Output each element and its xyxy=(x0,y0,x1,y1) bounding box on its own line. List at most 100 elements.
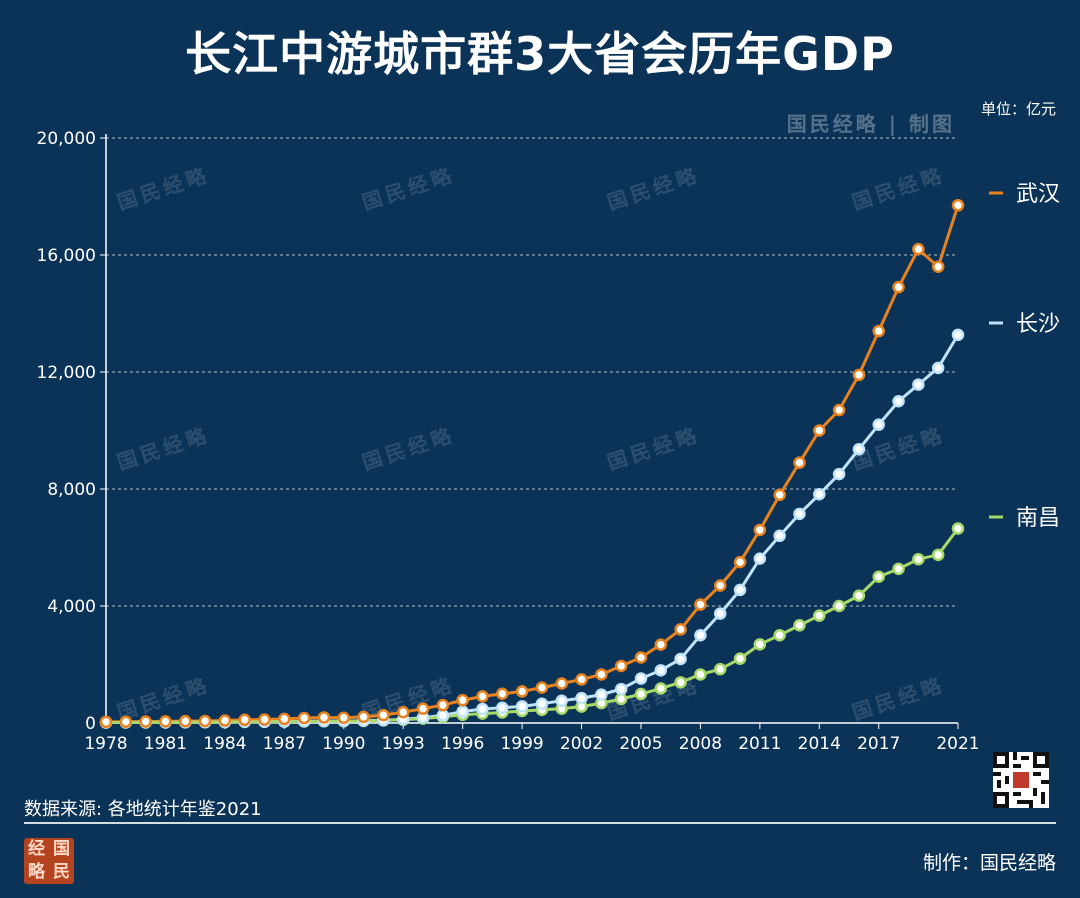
data-point-1 xyxy=(535,697,549,710)
data-point-1 xyxy=(931,361,945,375)
watermark-text: 国民经略 xyxy=(359,422,458,474)
data-point-0 xyxy=(614,659,628,673)
data-point-1 xyxy=(674,652,687,666)
data-point-0 xyxy=(119,715,133,728)
x-tick-label: 1981 xyxy=(144,734,187,754)
data-point-0 xyxy=(377,708,390,722)
x-tick-label: 2002 xyxy=(560,734,603,754)
data-point-0 xyxy=(396,705,410,719)
logo-char: 民 xyxy=(53,862,70,882)
y-tick-label: 0 xyxy=(85,714,96,734)
data-point-0 xyxy=(99,715,113,729)
watermark-text: 国民经略 xyxy=(604,162,703,214)
data-point-0 xyxy=(852,368,866,382)
data-point-1 xyxy=(515,700,529,713)
gridlines xyxy=(100,137,958,724)
y-tick-label: 4,000 xyxy=(47,597,96,617)
data-point-0 xyxy=(416,702,430,715)
data-point-1 xyxy=(575,691,588,705)
data-point-1 xyxy=(634,672,648,685)
data-point-1 xyxy=(892,395,905,408)
data-point-2 xyxy=(872,570,885,583)
data-point-0 xyxy=(674,623,687,636)
x-tick-label: 2008 xyxy=(679,734,722,754)
data-point-0 xyxy=(139,715,152,728)
credit: 制作：国民经略 xyxy=(922,852,1056,874)
data-source: 数据来源: 各地统计年鉴2021 xyxy=(24,799,262,820)
x-tick-label: 1987 xyxy=(263,734,306,754)
x-tick-label: 1984 xyxy=(203,734,246,754)
data-point-0 xyxy=(813,424,826,437)
x-tick-label: 1978 xyxy=(84,734,127,754)
watermark-text: 国民经略 xyxy=(849,672,948,724)
data-point-0 xyxy=(198,714,212,728)
watermark-text: 国民经略 xyxy=(849,162,948,214)
data-point-1 xyxy=(872,418,885,431)
watermark-text: 国民经略 xyxy=(114,422,213,474)
watermark-text: 国民经略 xyxy=(114,162,213,214)
logo-char: 略 xyxy=(28,862,45,882)
x-tick-label: 2021 xyxy=(936,734,979,754)
data-point-1 xyxy=(614,682,628,696)
data-point-0 xyxy=(238,713,251,727)
data-point-1 xyxy=(555,694,568,708)
data-point-0 xyxy=(179,714,192,728)
data-point-0 xyxy=(832,403,846,417)
y-tick-label: 20,000 xyxy=(37,129,96,149)
data-point-0 xyxy=(733,555,747,569)
chart-title: 长江中游城市群3大省会历年GDP xyxy=(185,27,895,81)
data-point-0 xyxy=(278,712,291,726)
series-line-2 xyxy=(105,527,960,725)
data-point-0 xyxy=(555,677,568,690)
data-point-1 xyxy=(793,507,806,521)
y-tick-label: 16,000 xyxy=(37,246,96,266)
data-point-2 xyxy=(713,662,727,676)
data-point-0 xyxy=(218,714,232,727)
data-point-0 xyxy=(912,242,925,256)
y-tick-label: 12,000 xyxy=(37,363,96,383)
data-point-0 xyxy=(297,711,311,725)
data-point-0 xyxy=(931,260,945,273)
data-point-1 xyxy=(436,709,450,722)
data-point-2 xyxy=(773,629,786,642)
x-tick-label: 1990 xyxy=(322,734,365,754)
data-point-0 xyxy=(258,713,271,726)
brand-logo: 经 国 略 民 xyxy=(24,838,74,884)
data-point-1 xyxy=(694,629,707,642)
qr-code xyxy=(993,752,1049,808)
data-point-0 xyxy=(535,681,549,694)
x-tick-label: 1993 xyxy=(382,734,425,754)
tick-labels: 0 4,000 8,000 12,000 16,000 20,000 1978 1981 198… xyxy=(37,129,980,754)
footer-divider xyxy=(24,822,1056,824)
data-point-0 xyxy=(793,456,806,469)
data-point-0 xyxy=(317,711,331,724)
data-point-2 xyxy=(892,562,905,576)
data-point-2 xyxy=(694,668,707,681)
x-tick-label: 2011 xyxy=(738,734,781,754)
x-tick-label: 1999 xyxy=(500,734,543,754)
data-point-1 xyxy=(595,688,608,701)
watermark-text: 国民经略 xyxy=(604,422,703,474)
data-point-1 xyxy=(832,467,846,481)
data-point-0 xyxy=(892,280,905,294)
data-point-0 xyxy=(773,488,786,502)
data-point-0 xyxy=(337,711,351,724)
legend-label: 武汉 xyxy=(1016,182,1060,207)
series-lines xyxy=(99,199,965,729)
data-point-1 xyxy=(456,705,469,718)
data-point-0 xyxy=(753,523,767,537)
data-point-2 xyxy=(614,692,628,706)
data-point-1 xyxy=(713,607,727,620)
data-point-0 xyxy=(515,685,529,698)
data-point-0 xyxy=(436,698,450,712)
data-point-1 xyxy=(951,328,965,342)
data-point-1 xyxy=(912,378,925,391)
data-point-1 xyxy=(733,583,747,597)
data-point-1 xyxy=(476,702,489,716)
logo-char: 国 xyxy=(53,839,70,859)
data-point-1 xyxy=(496,701,509,715)
data-point-1 xyxy=(773,529,786,543)
data-point-2 xyxy=(951,522,965,535)
